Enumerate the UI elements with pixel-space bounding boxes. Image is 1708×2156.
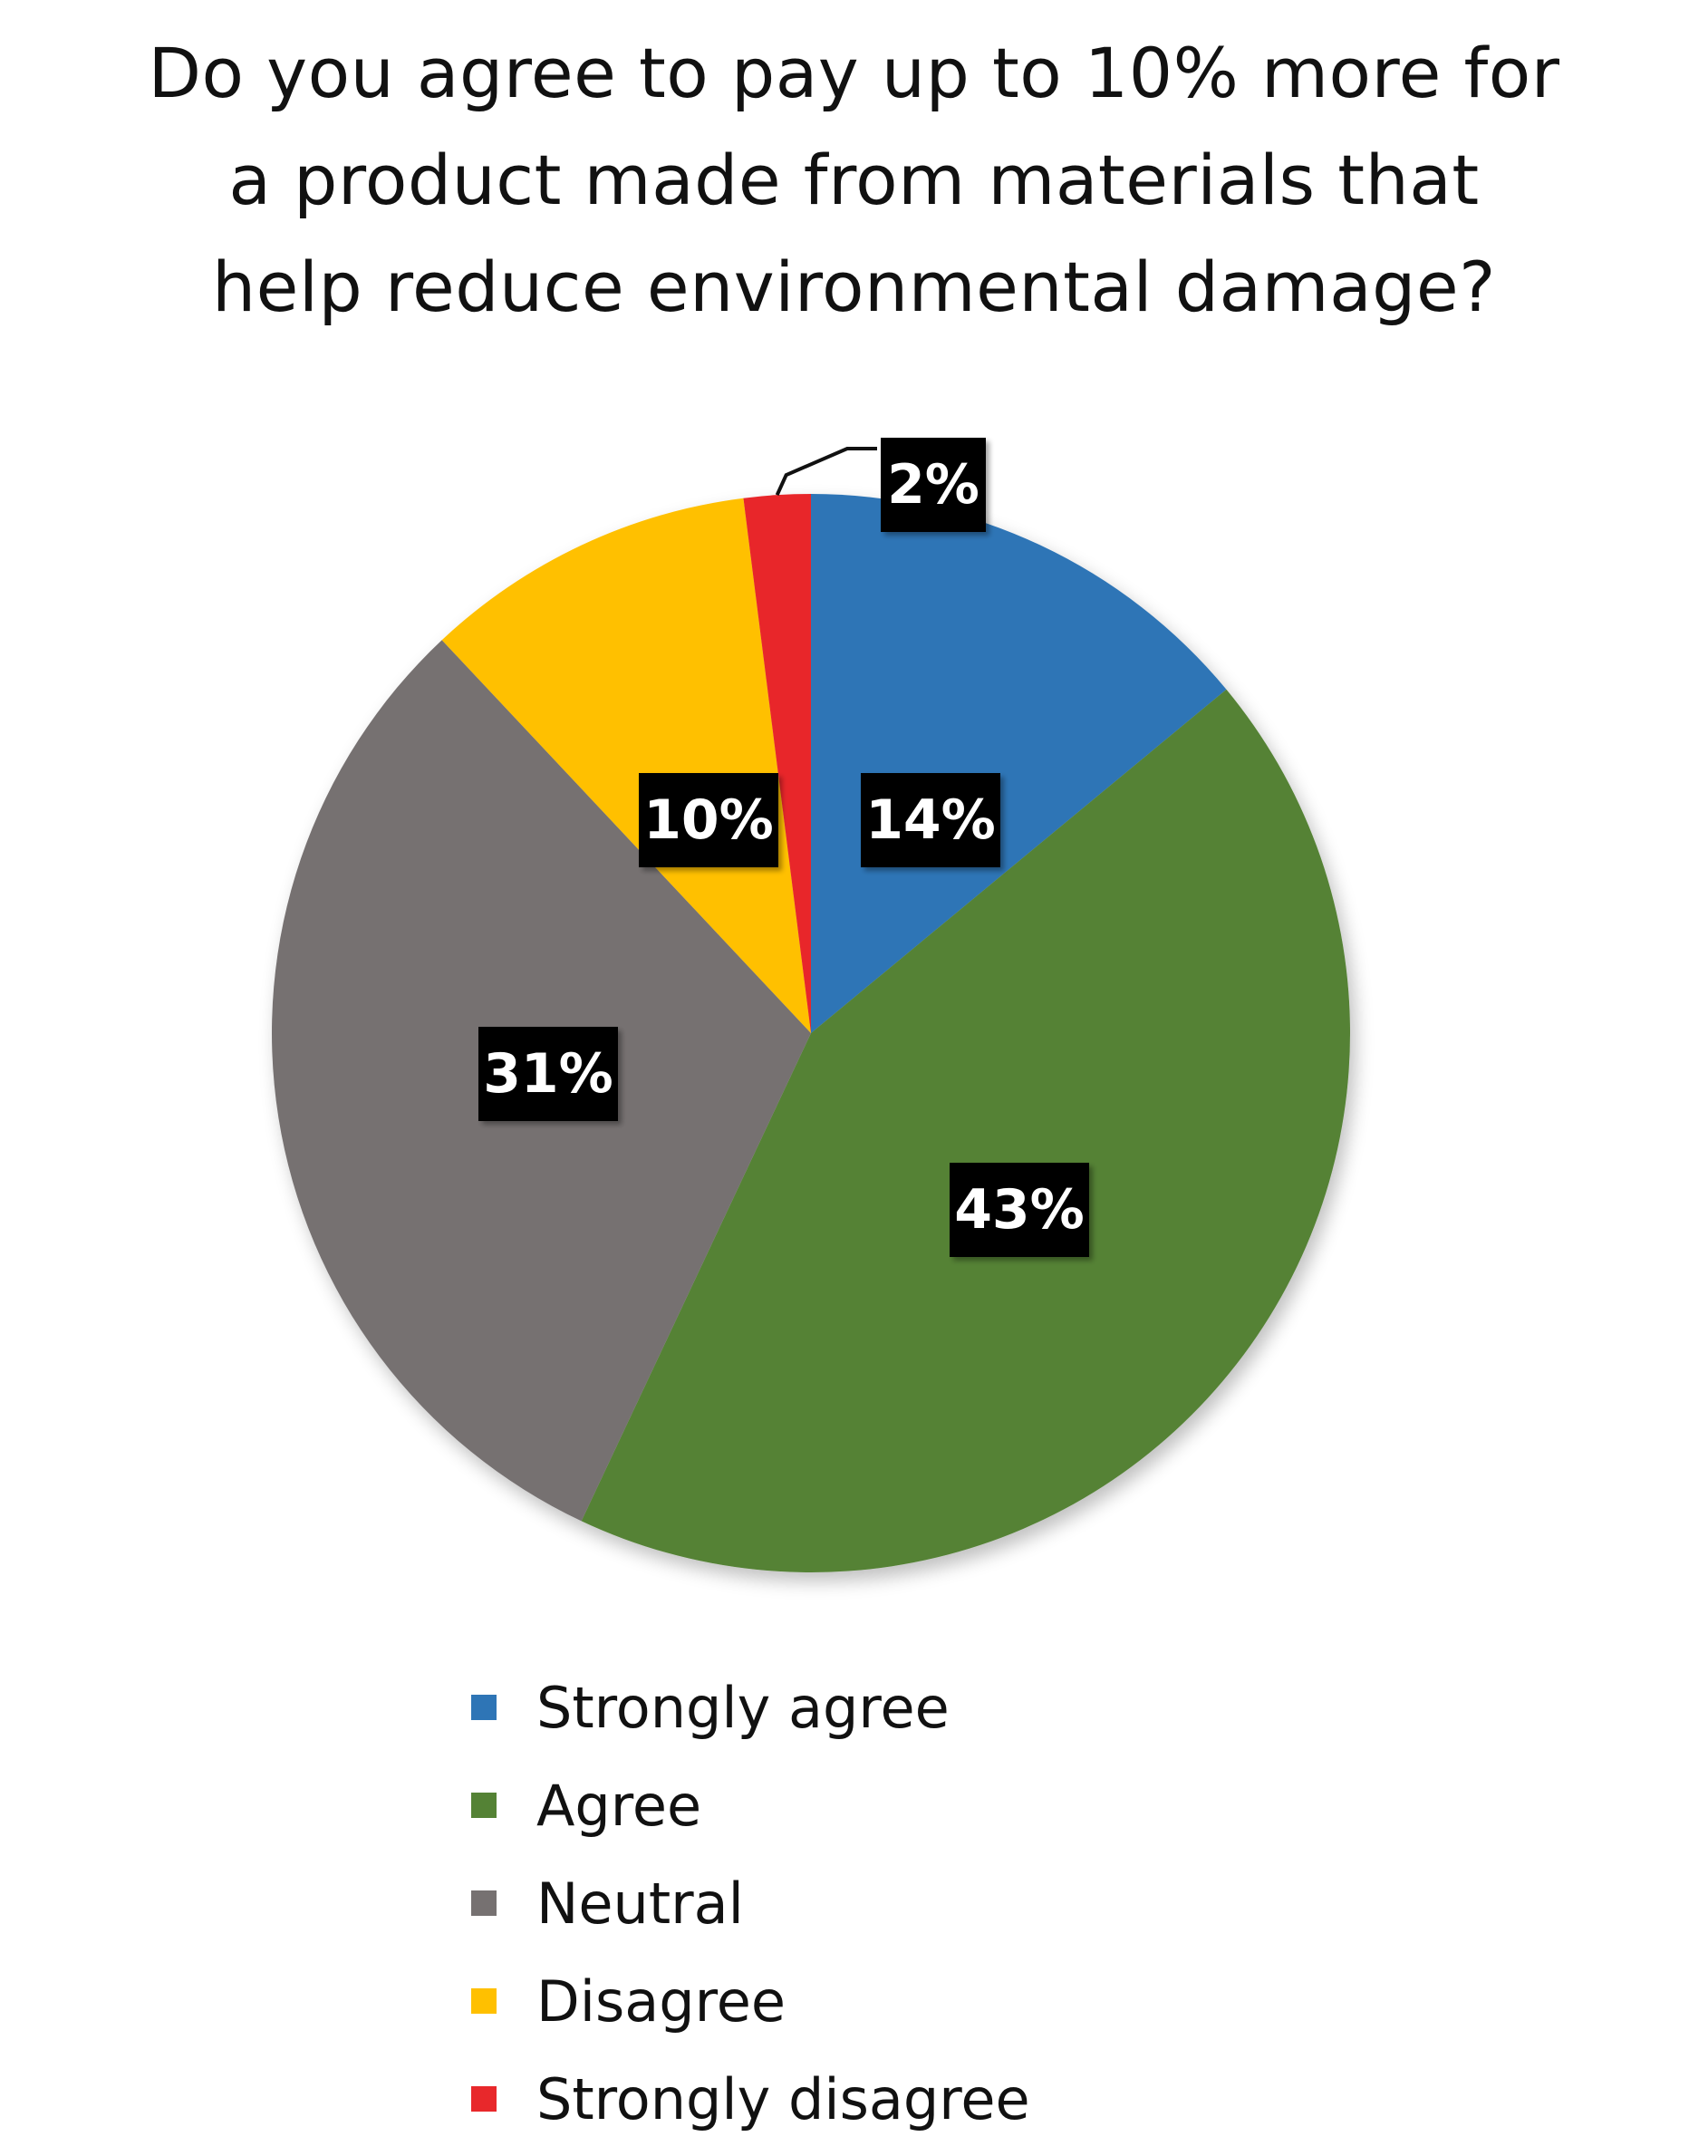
chart-title-line: help reduce environmental damage? bbox=[211, 247, 1496, 327]
legend-label: Disagree bbox=[536, 1967, 786, 2035]
data-label-box bbox=[861, 773, 1000, 867]
data-label-text: 43% bbox=[954, 1178, 1085, 1242]
data-label: 10% bbox=[639, 773, 778, 867]
data-label-box bbox=[881, 438, 986, 532]
data-label-text: 2% bbox=[887, 453, 979, 517]
legend-item: Neutral bbox=[471, 1854, 1287, 1952]
legend-item: Strongly agree bbox=[471, 1658, 1287, 1756]
legend-swatch bbox=[471, 1695, 497, 1720]
leader-lines bbox=[775, 447, 877, 497]
legend-item: Agree bbox=[471, 1756, 1287, 1854]
legend-label: Neutral bbox=[536, 1870, 744, 1937]
chart-title-line: Do you agree to pay up to 10% more for bbox=[148, 33, 1560, 113]
legend-item: Strongly disagree bbox=[471, 2050, 1287, 2148]
legend-item: Disagree bbox=[471, 1952, 1287, 2050]
data-label: 2% bbox=[881, 438, 986, 532]
pie-slices bbox=[271, 494, 1350, 1572]
leader-line bbox=[775, 447, 877, 497]
pie-slice-disagree bbox=[441, 498, 811, 1033]
data-label-text: 10% bbox=[643, 788, 774, 852]
pie-slice-strongly-agree bbox=[811, 494, 1227, 1033]
data-label: 31% bbox=[478, 1027, 618, 1121]
data-label-box bbox=[478, 1027, 618, 1121]
legend-label: Strongly agree bbox=[536, 1674, 950, 1741]
data-label: 14% bbox=[861, 773, 1000, 867]
chart-title-line: a product made from materials that bbox=[228, 140, 1480, 220]
pie-slice-strongly-disagree bbox=[743, 494, 811, 1033]
legend-swatch bbox=[471, 2086, 497, 2112]
data-label-text: 14% bbox=[865, 788, 996, 852]
legend-swatch bbox=[471, 1988, 497, 2014]
legend: Strongly agree Agree Neutral Disagree Strong… bbox=[471, 1658, 1287, 2148]
data-labels: 14% 43% 31% 10% 2% bbox=[478, 438, 1089, 1257]
legend-swatch bbox=[471, 1890, 497, 1916]
chart-title: Do you agree to pay up to 10% more for a … bbox=[0, 20, 1708, 341]
legend-swatch bbox=[471, 1793, 497, 1818]
data-label: 43% bbox=[950, 1163, 1089, 1257]
legend-label: Strongly disagree bbox=[536, 2065, 1030, 2132]
data-label-box bbox=[950, 1163, 1089, 1257]
legend-label: Agree bbox=[536, 1772, 702, 1839]
pie-slice-agree bbox=[581, 689, 1350, 1572]
data-label-text: 31% bbox=[483, 1042, 613, 1106]
data-label-box bbox=[639, 773, 778, 867]
